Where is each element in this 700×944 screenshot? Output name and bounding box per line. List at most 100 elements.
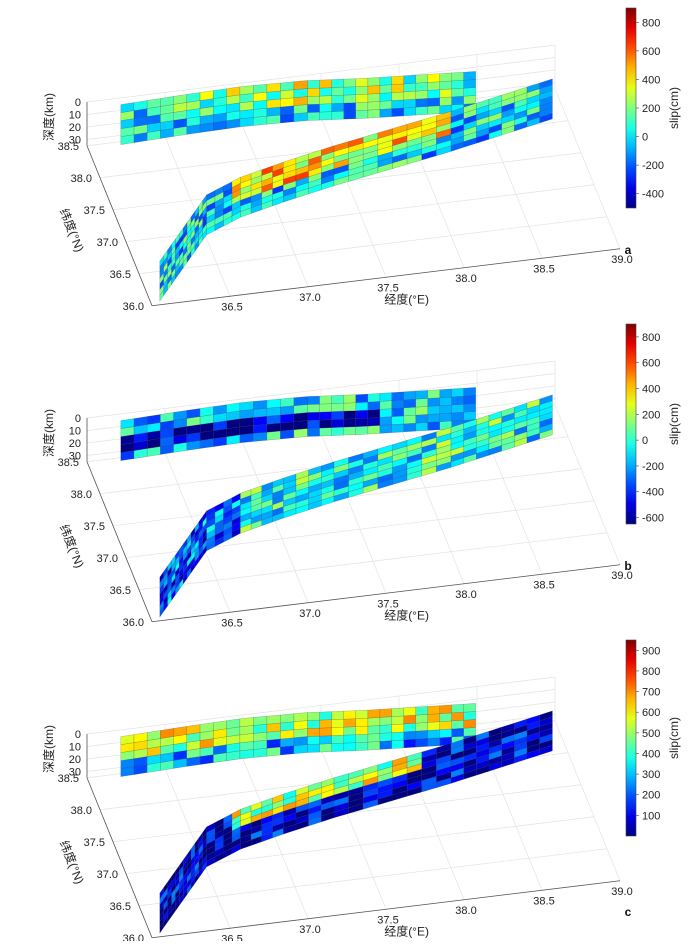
slip-patch	[239, 749, 254, 759]
slip-patch	[331, 410, 344, 420]
slip-patch	[293, 420, 308, 430]
slip-patch	[391, 391, 404, 401]
slip-patch	[307, 79, 320, 89]
slip-patch	[293, 720, 308, 730]
slip-patch	[463, 711, 476, 721]
slip-patch	[266, 738, 281, 749]
slip-patch	[391, 415, 404, 425]
colorbar-tick-label: 400	[642, 74, 660, 86]
z-tick-label: 20	[69, 122, 81, 134]
slip-patch	[266, 98, 281, 109]
slip-patch	[307, 711, 320, 721]
slip-patch	[253, 108, 268, 118]
slip-patch	[331, 94, 344, 104]
slip-patch	[391, 91, 404, 101]
x-tick-label: 37.5	[377, 282, 398, 294]
northern-fault-surface	[120, 703, 476, 777]
z-tick-label: 0	[75, 729, 81, 741]
slip-patch	[319, 711, 332, 721]
slip-patch	[355, 425, 369, 435]
slip-patch	[280, 737, 295, 748]
colorbar-tick-label: 400	[642, 384, 660, 396]
slip-patch	[451, 728, 464, 738]
slip-patch	[463, 703, 476, 713]
slip-patch	[427, 405, 440, 415]
slip-patch	[343, 94, 356, 104]
y-tick-label: 37.5	[84, 521, 105, 533]
slip-patch	[391, 715, 404, 725]
slip-patch	[427, 97, 440, 107]
slip-patch	[280, 89, 295, 100]
x-tick-label: 39.0	[611, 254, 632, 266]
slip-patch	[293, 112, 308, 122]
slip-patch	[439, 88, 452, 98]
slip-patch	[307, 743, 320, 753]
slip-patch	[331, 426, 344, 436]
slip-patch	[391, 423, 404, 433]
slip-patch	[239, 109, 254, 119]
tick-labels: 36.0 36.5 37.0 37.5 38.0 38.5 39.0 36.0 36.5 37.0…	[58, 97, 633, 312]
slip-patch	[451, 404, 464, 414]
slip-patch	[415, 398, 428, 408]
chart-c: 36.036.537.037.538.038.539.036.036.537.0…	[41, 639, 681, 941]
slip-patch	[307, 411, 320, 421]
slip-patch	[331, 710, 344, 720]
slip-patch	[367, 733, 381, 743]
slip-patch	[343, 734, 356, 744]
slip-patch	[239, 409, 254, 419]
slip-patch	[293, 712, 308, 722]
slip-patch	[355, 741, 369, 751]
y-tick-label: 38.5	[58, 457, 79, 469]
slip-patch	[427, 105, 440, 115]
slip-patch	[391, 99, 404, 109]
x-axis-label: 经度(°E)	[384, 923, 429, 938]
slip-patch	[367, 401, 381, 411]
slip-patch	[280, 405, 295, 416]
slip-patch	[253, 400, 268, 410]
slip-patch	[427, 81, 440, 91]
slip-patch	[367, 101, 381, 111]
slip-patch	[307, 103, 320, 113]
slip-patch	[451, 80, 464, 90]
slip-patch	[343, 742, 356, 752]
slip-patch	[293, 96, 308, 106]
slip-patch	[226, 402, 241, 413]
tick-labels: 36.0 36.5 37.0 37.5 38.0 38.5 39.0 36.0 36.5 37.0…	[58, 413, 633, 628]
slip-patch	[403, 406, 416, 417]
z-tick-label: 20	[69, 438, 81, 450]
slip-patch	[293, 412, 308, 422]
panel-a: 36.0 36.5 37.0 37.5 38.0 38.5 39.0 36.0 36.5 37.0…	[0, 0, 700, 312]
slip-patch	[253, 740, 268, 750]
slip-patch	[331, 402, 344, 412]
slip-patch	[280, 413, 295, 424]
colorbar-tick-label: 200	[642, 409, 660, 421]
slip-patch	[239, 417, 254, 427]
slip-patch	[391, 399, 404, 409]
colorbar-tick-label: 0	[642, 132, 648, 144]
slip-patch	[415, 422, 428, 432]
slip-patch	[331, 742, 344, 752]
colorbar-tick-label: -200	[642, 160, 664, 172]
slip-patch	[213, 88, 227, 99]
slip-patch	[379, 416, 392, 426]
slip-patch	[331, 78, 344, 88]
slip-patch	[391, 107, 404, 117]
colorbar-tick-label: 900	[642, 645, 660, 657]
southern-fault-surface	[159, 710, 553, 934]
colorbar-tick-label: 600	[642, 358, 660, 370]
slip-patch	[280, 97, 295, 108]
slip-patch	[403, 730, 416, 741]
axes	[86, 418, 621, 623]
slip-patch	[355, 717, 369, 727]
slip-patch	[403, 738, 416, 749]
slip-patch	[239, 101, 254, 111]
slip-patch	[391, 75, 404, 85]
northern-fault-surface	[120, 387, 476, 461]
slip-patch	[403, 722, 416, 733]
x-tick-label: 38.5	[533, 263, 554, 275]
slip-patch	[239, 433, 254, 443]
z-tick-label: 30	[69, 451, 81, 463]
x-tick-label: 38.0	[455, 589, 476, 601]
slip-patch	[367, 77, 381, 87]
slip-patch	[403, 106, 416, 117]
